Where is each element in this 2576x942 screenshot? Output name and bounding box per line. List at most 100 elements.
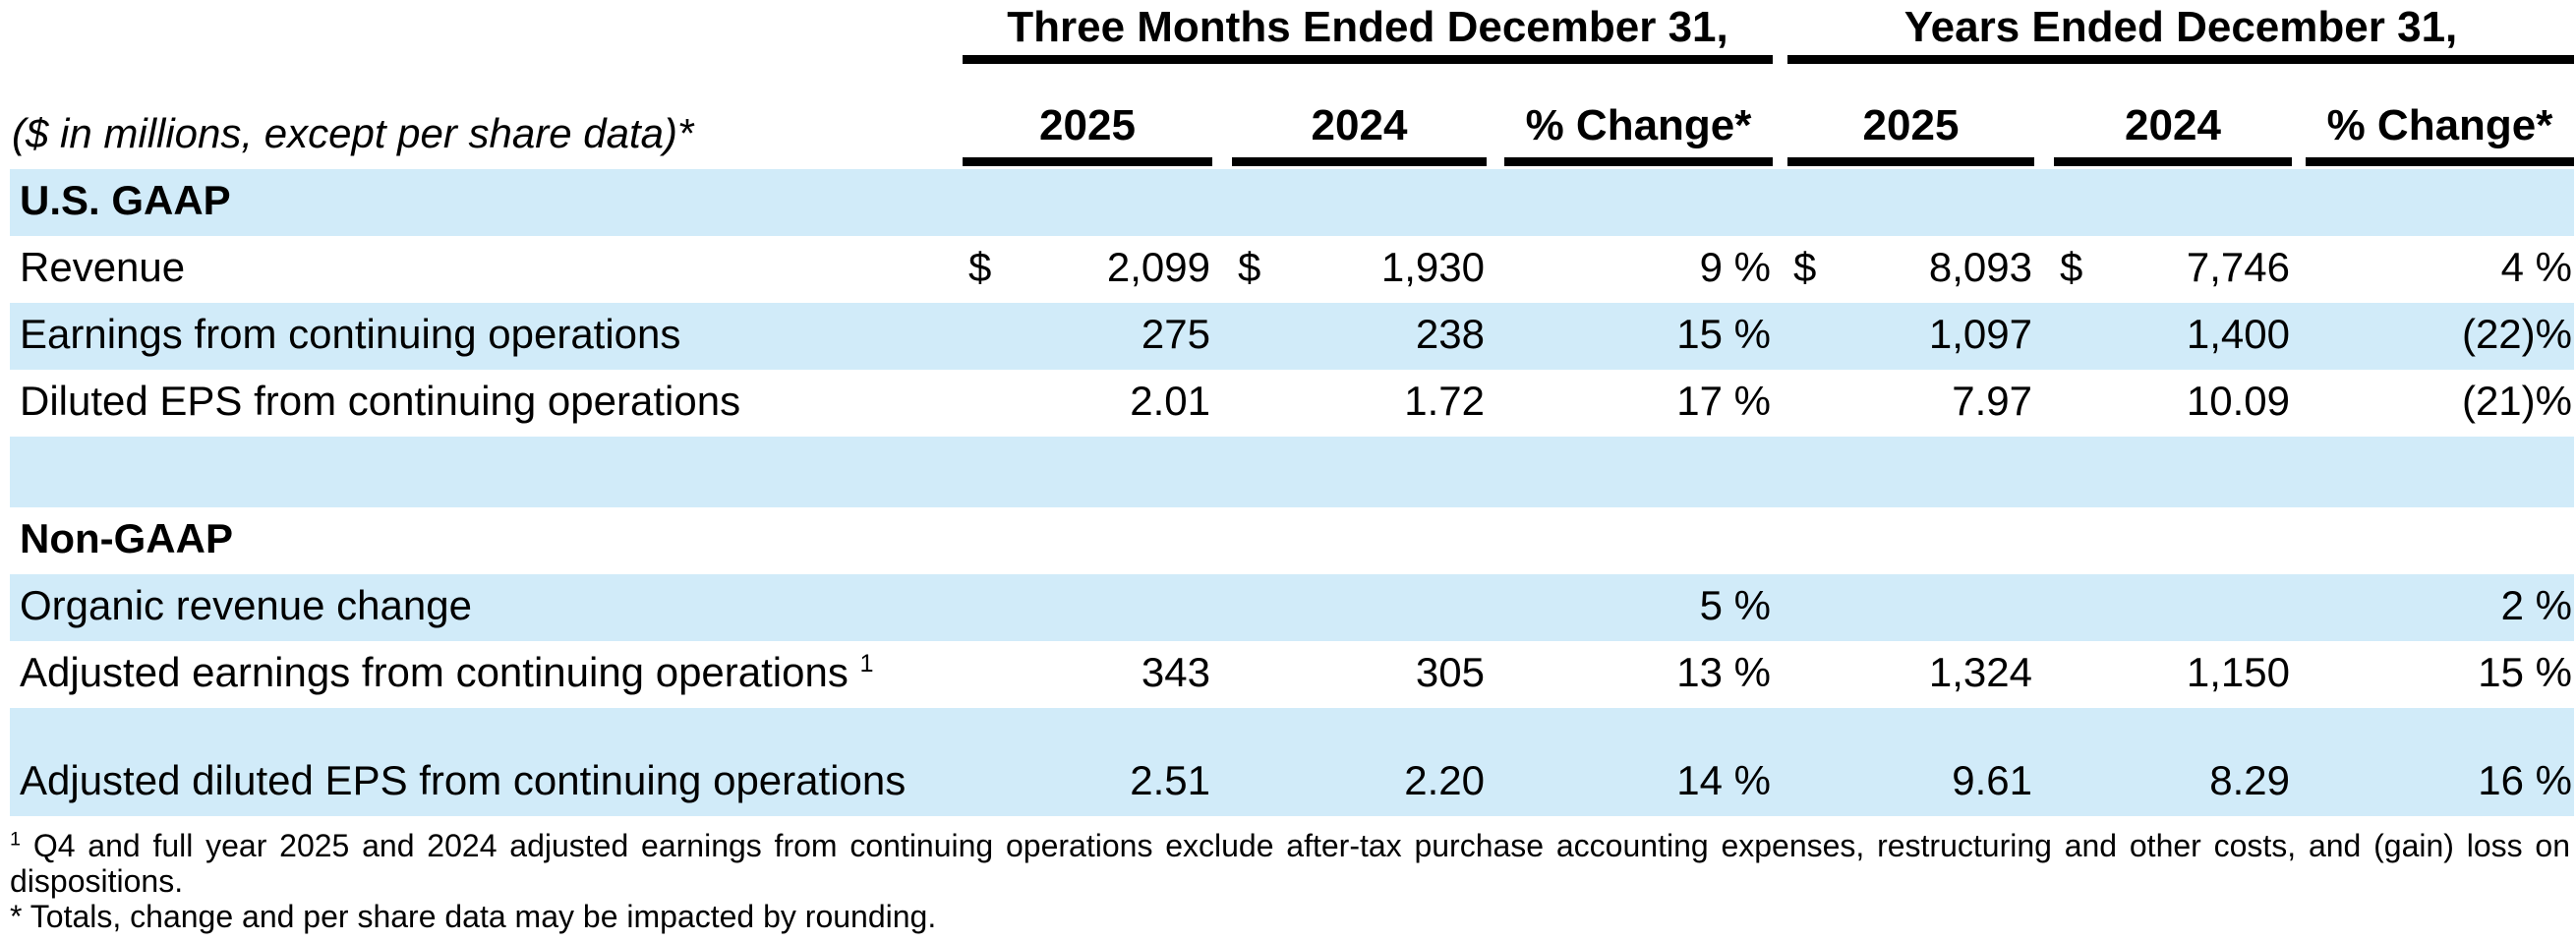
- row-label: Non-GAAP: [20, 515, 233, 562]
- row-label: Earnings from continuing operations: [20, 311, 681, 358]
- value: 1,150: [2186, 649, 2290, 696]
- value: (22)%: [2461, 311, 2572, 358]
- table-row: Adjusted earnings from continuing operat…: [10, 641, 2574, 708]
- value: 9 %: [1699, 244, 1771, 291]
- value-cell: 343: [963, 648, 1212, 708]
- value: 15 %: [1676, 311, 1771, 358]
- value-cell: [1787, 225, 2034, 236]
- value: 7,746: [2186, 244, 2290, 291]
- value-cell: 9 %: [1504, 243, 1773, 303]
- value: 8.29: [2209, 757, 2290, 804]
- value-cell: [2306, 225, 2574, 236]
- value-cell: [1504, 497, 1773, 507]
- value-cell: 275: [963, 310, 1212, 370]
- value: 2.01: [1130, 378, 1210, 425]
- table-row: Revenue $2,099 $1,930 9 % $8,093 $7,746 4 %: [10, 236, 2574, 303]
- row-label: Diluted EPS from continuing operations: [20, 378, 741, 425]
- value-cell: [1232, 563, 1487, 574]
- value-cell: 9.61: [1787, 756, 2034, 816]
- value-cell: (21)%: [2306, 377, 2574, 437]
- units-note: ($ in millions, except per share data)*: [12, 110, 694, 156]
- value: 5 %: [1699, 582, 1771, 629]
- value: 10.09: [2186, 378, 2290, 425]
- value-cell: [2054, 630, 2292, 641]
- value-cell: [2054, 563, 2292, 574]
- row-label: U.S. GAAP: [20, 177, 231, 224]
- value: 8,093: [1928, 244, 2032, 291]
- value-cell: 2 %: [2306, 581, 2574, 641]
- value-cell: 17 %: [1504, 377, 1773, 437]
- value: 2.20: [1404, 757, 1485, 804]
- row-label-superscript: 1: [859, 650, 874, 678]
- value-cell: 305: [1232, 648, 1487, 708]
- row-label: Revenue: [20, 244, 186, 291]
- value: 305: [1415, 649, 1485, 696]
- dollar-sign: $: [1793, 244, 1817, 291]
- value: 4 %: [2500, 244, 2572, 291]
- value-cell: [1787, 497, 2034, 507]
- value: 13 %: [1676, 649, 1771, 696]
- column-header-3m-pct-change: % Change*: [1504, 104, 1773, 166]
- value-cell: [2054, 497, 2292, 507]
- value-cell: [963, 563, 1212, 574]
- value: 1,400: [2186, 311, 2290, 358]
- value-cell: [1504, 225, 1773, 236]
- value-cell: 1,324: [1787, 648, 2034, 708]
- value-cell: 15 %: [1504, 310, 1773, 370]
- table-row: Earnings from continuing operations 275 23…: [10, 303, 2574, 370]
- dollar-sign: $: [968, 244, 992, 291]
- column-header-yr-2025: 2025: [1787, 104, 2034, 166]
- value-cell: 10.09: [2054, 377, 2292, 437]
- value-cell: [1504, 563, 1773, 574]
- table-row: Diluted EPS from continuing operations 2.…: [10, 370, 2574, 437]
- value-cell: 1,150: [2054, 648, 2292, 708]
- value-cell: 13 %: [1504, 648, 1773, 708]
- value-cell: 2.51: [963, 756, 1212, 816]
- table-column-headers: ($ in millions, except per share data)* …: [10, 63, 2574, 166]
- table-body: U.S. GAAP Revenue $2,099 $1,930 9 % $8,093 $7,…: [10, 169, 2576, 816]
- value: 16 %: [2478, 757, 2572, 804]
- column-header-yr-2024: 2024: [2054, 104, 2292, 166]
- value-cell: 15 %: [2306, 648, 2574, 708]
- value: 1.72: [1404, 378, 1485, 425]
- value: 17 %: [1676, 378, 1771, 425]
- value-cell: 1,097: [1787, 310, 2034, 370]
- value: 15 %: [2478, 649, 2572, 696]
- value-cell: 2.20: [1232, 756, 1487, 816]
- footnote-1-superscript: 1: [10, 828, 22, 851]
- value-cell: (22)%: [2306, 310, 2574, 370]
- value-cell: 1.72: [1232, 377, 1487, 437]
- value-cell: [1232, 225, 1487, 236]
- value-cell: [1787, 630, 2034, 641]
- value: 14 %: [1676, 757, 1771, 804]
- value: 238: [1415, 311, 1485, 358]
- value-cell: 5 %: [1504, 581, 1773, 641]
- value: 1,097: [1928, 311, 2032, 358]
- value: 1,324: [1928, 649, 2032, 696]
- table-row: Non-GAAP: [10, 507, 2574, 574]
- value-cell: 238: [1232, 310, 1487, 370]
- three-months-spanner: Three Months Ended December 31,: [963, 6, 1773, 64]
- row-label: Organic revenue change: [20, 582, 472, 629]
- column-header-yr-pct-change: % Change*: [2306, 104, 2574, 166]
- value-cell: [963, 225, 1212, 236]
- footnotes: 1 Q4 and full year 2025 and 2024 adjuste…: [10, 828, 2570, 934]
- years-spanner-label: Years Ended December 31,: [1903, 3, 2458, 51]
- row-label: [10, 497, 943, 507]
- value: 2,099: [1106, 244, 1210, 291]
- value-cell: $7,746: [2054, 243, 2292, 303]
- value-cell: 4 %: [2306, 243, 2574, 303]
- value-cell: [2306, 497, 2574, 507]
- value-cell: 16 %: [2306, 756, 2574, 816]
- value-cell: $1,930: [1232, 243, 1487, 303]
- table-header-spanners: Three Months Ended December 31, Years En…: [10, 3, 2574, 64]
- value-cell: [1232, 630, 1487, 641]
- three-months-spanner-label: Three Months Ended December 31,: [1007, 3, 1728, 51]
- value-cell: $8,093: [1787, 243, 2034, 303]
- value-cell: [1787, 563, 2034, 574]
- value-cell: 14 %: [1504, 756, 1773, 816]
- value-cell: [2054, 225, 2292, 236]
- value: 7.97: [1952, 378, 2032, 425]
- column-header-3m-2025: 2025: [963, 104, 1212, 166]
- value: 343: [1141, 649, 1210, 696]
